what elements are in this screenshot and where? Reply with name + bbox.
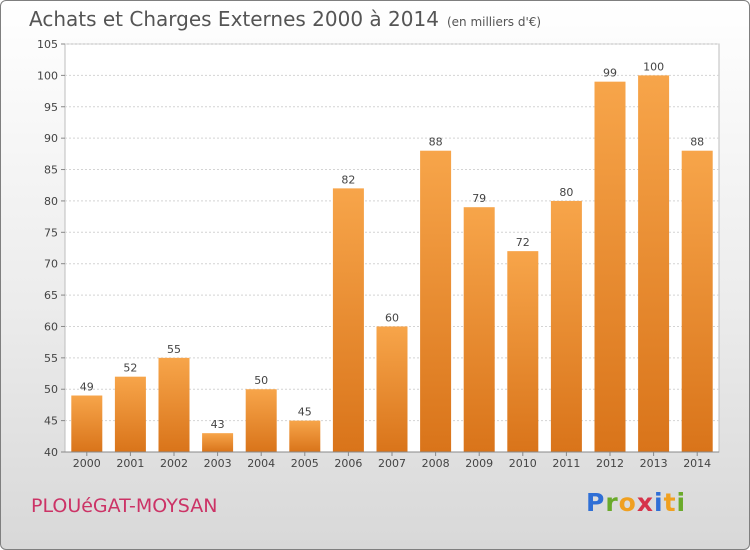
logo-letter: t [663, 488, 677, 517]
data-label: 60 [385, 311, 399, 324]
logo-letter: o [618, 488, 637, 517]
chart-title: Achats et Charges Externes 2000 à 2014 (e… [29, 7, 541, 31]
bar[interactable] [71, 395, 103, 452]
data-label: 99 [603, 67, 617, 80]
x-tick-label: 2007 [378, 457, 406, 470]
x-tick-label: 2006 [334, 457, 362, 470]
logo-letter: r [605, 488, 619, 517]
y-tick-label: 60 [44, 320, 58, 333]
data-label: 80 [559, 186, 573, 199]
bar[interactable] [332, 188, 364, 452]
logo-letter: P [586, 488, 606, 517]
bar[interactable] [420, 150, 452, 452]
y-tick-label: 45 [44, 415, 58, 428]
data-label: 82 [341, 173, 355, 186]
y-tick-label: 75 [44, 226, 58, 239]
y-tick-label: 55 [44, 352, 58, 365]
y-tick-label: 95 [44, 101, 58, 114]
data-label: 50 [254, 374, 268, 387]
bar[interactable] [289, 420, 321, 452]
x-tick-label: 2009 [465, 457, 493, 470]
bar[interactable] [638, 75, 670, 452]
x-axis: 2000 2001 2002 2003 2004 2005 2006 2007 2008 2009… [65, 451, 719, 470]
data-label: 79 [472, 192, 486, 205]
y-tick-label: 40 [44, 446, 58, 459]
logo-letter: x [636, 488, 654, 517]
y-tick-label: 105 [37, 38, 58, 51]
x-tick-label: 2008 [422, 457, 450, 470]
x-tick-label: 2011 [552, 457, 580, 470]
x-tick-label: 2005 [291, 457, 319, 470]
x-tick-label: 2000 [73, 457, 101, 470]
data-label: 72 [516, 236, 530, 249]
data-label: 100 [643, 60, 664, 73]
y-tick-label: 65 [44, 289, 58, 302]
y-tick-label: 50 [44, 383, 58, 396]
data-label: 45 [298, 406, 312, 419]
commune-name: PLOUéGAT-MOYSAN [31, 495, 218, 517]
bar-series [71, 75, 713, 453]
bar[interactable] [594, 81, 626, 453]
chart-title-text: Achats et Charges Externes 2000 à 2014 [29, 7, 439, 31]
y-tick-label: 100 [37, 69, 58, 82]
bar[interactable] [463, 207, 495, 452]
y-tick-label: 90 [44, 132, 58, 145]
x-tick-label: 2010 [509, 457, 537, 470]
y-tick-label: 80 [44, 195, 58, 208]
x-tick-label: 2014 [683, 457, 711, 470]
x-tick-label: 2013 [640, 457, 668, 470]
bar[interactable] [376, 326, 408, 452]
chart-unit: (en milliers d'€) [446, 15, 542, 29]
y-axis: 40 45 50 55 60 65 70 75 80 85 90 95 100 105 [37, 38, 65, 459]
bar[interactable] [114, 376, 146, 452]
data-label: 88 [690, 136, 704, 149]
bar[interactable] [507, 251, 539, 452]
bar[interactable] [158, 357, 190, 452]
x-tick-label: 2004 [247, 457, 275, 470]
proxiti-logo[interactable]: Proxiti [586, 488, 686, 517]
bar[interactable] [550, 200, 582, 452]
x-tick-label: 2002 [160, 457, 188, 470]
data-labels: 49 52 55 43 50 45 82 60 88 79 72 80 99 100 88 [80, 60, 704, 431]
x-tick-label: 2012 [596, 457, 624, 470]
y-tick-label: 85 [44, 164, 58, 177]
logo-letter: i [654, 488, 664, 517]
bar[interactable] [245, 389, 277, 452]
data-label: 52 [123, 362, 137, 375]
x-tick-label: 2003 [204, 457, 232, 470]
data-label: 88 [429, 136, 443, 149]
logo-letter: i [676, 488, 687, 517]
data-label: 49 [80, 381, 94, 394]
bar[interactable] [202, 433, 234, 452]
y-tick-label: 70 [44, 258, 58, 271]
x-tick-label: 2001 [116, 457, 144, 470]
data-label: 43 [211, 418, 225, 431]
bar[interactable] [681, 150, 713, 452]
data-label: 55 [167, 343, 181, 356]
